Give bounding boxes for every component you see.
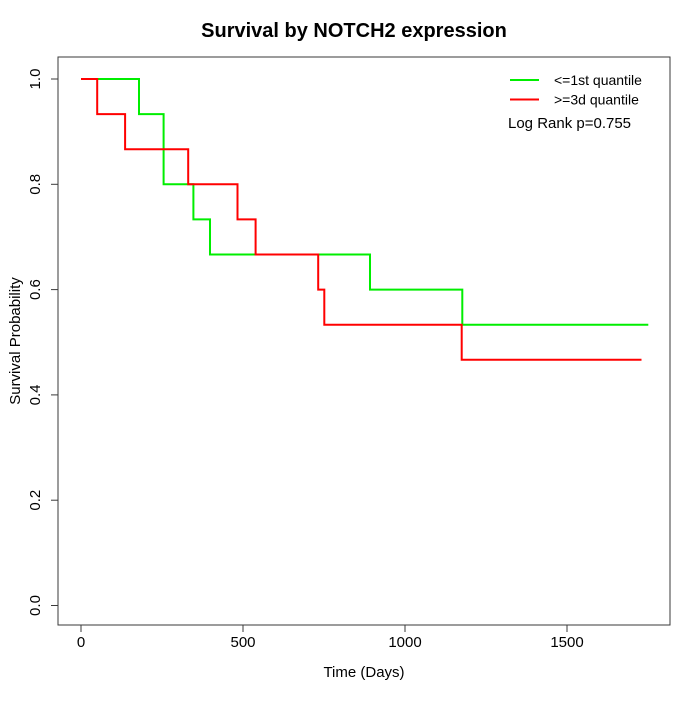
x-axis: 0 500 1000 1500 — [77, 625, 584, 651]
y-tick-label: 0.4 — [27, 384, 44, 405]
x-tick-label: 0 — [77, 634, 85, 651]
legend: <=1st quantile >=3d quantile Log Rank p=… — [508, 72, 642, 132]
y-tick-label: 0.0 — [27, 595, 44, 616]
plot-border — [57, 56, 671, 626]
y-tick-label: 0.6 — [27, 279, 44, 300]
y-axis-title: Survival Probability — [7, 277, 24, 405]
x-tick-label: 1000 — [388, 634, 421, 651]
survival-curves — [81, 78, 649, 361]
x-tick-label: 500 — [230, 634, 255, 651]
log-rank-annotation: Log Rank p=0.755 — [508, 115, 631, 132]
legend-label-first-quantile: <=1st quantile — [554, 72, 642, 88]
x-axis-title: Time (Days) — [323, 664, 404, 681]
legend-label-third-quantile: >=3d quantile — [554, 92, 639, 108]
y-tick-label: 0.8 — [27, 174, 44, 195]
y-axis: 1.0 0.8 0.6 0.4 0.2 0.0 — [27, 69, 58, 616]
y-tick-label: 1.0 — [27, 69, 44, 90]
km-curve-red — [81, 78, 642, 361]
x-tick-label: 1500 — [550, 634, 583, 651]
km-curve-green — [81, 78, 649, 326]
y-tick-label: 0.2 — [27, 490, 44, 511]
plot-title: Survival by NOTCH2 expression — [201, 20, 507, 42]
